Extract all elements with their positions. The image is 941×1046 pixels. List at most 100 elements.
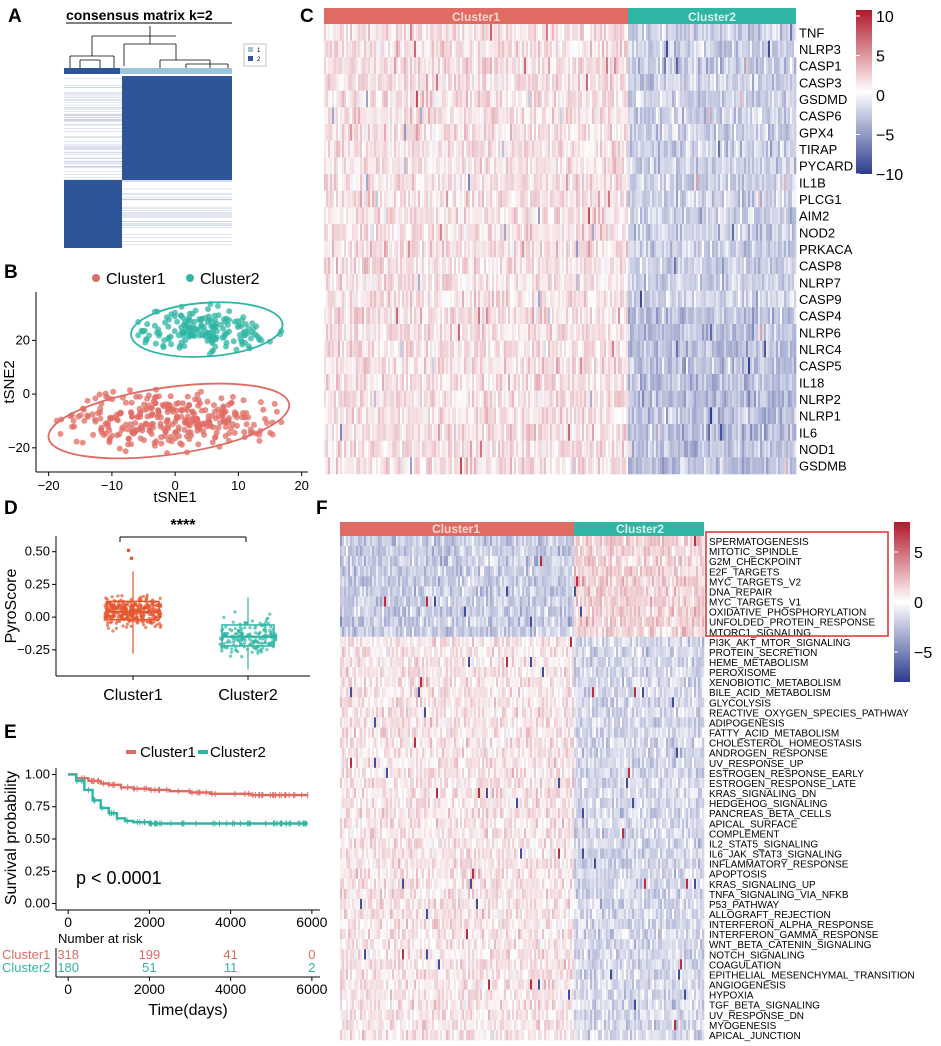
heatmap-c-cell (616, 207, 619, 225)
heatmap-c-cell (428, 224, 431, 241)
heatmap-c-cell (702, 257, 705, 275)
heatmap-c-cell (740, 290, 743, 308)
heatmap-c-cell (426, 207, 429, 225)
heatmap-c-cell (704, 224, 707, 241)
heatmap-c-cell (544, 174, 547, 191)
heatmap-c-cell (426, 107, 429, 125)
heatmap-c-cell (384, 224, 387, 241)
heatmap-c-cell (428, 74, 431, 91)
heatmap-c-cell (396, 157, 399, 175)
heatmap-c-cell (748, 157, 751, 175)
heatmap-c-cell (442, 40, 445, 58)
heatmap-c-cell (624, 290, 627, 308)
heatmap-c-cell (348, 290, 351, 308)
heatmap-c-cell (392, 140, 395, 158)
heatmap-c-cell (654, 240, 657, 258)
tsne-point-cluster2 (253, 323, 260, 330)
heatmap-c-cell (496, 190, 499, 208)
heatmap-c-cell (668, 90, 671, 108)
heatmap-c-cell (492, 74, 495, 91)
heatmap-c-cell (642, 140, 645, 158)
heatmap-c-cell (330, 190, 333, 208)
heatmap-c-cell (688, 74, 691, 91)
heatmap-c-cell (576, 90, 579, 108)
heatmap-c-cell (794, 57, 797, 75)
heatmap-c-cell (600, 307, 603, 325)
heatmap-c-cell (438, 274, 441, 291)
heatmap-c-cell (522, 307, 525, 325)
heatmap-c-cell (744, 40, 747, 58)
heatmap-c-cell (606, 107, 609, 125)
heatmap-c-cell (760, 290, 763, 308)
heatmap-c-cell (328, 224, 331, 241)
heatmap-c-cell (342, 224, 345, 241)
heatmap-c-cell (578, 274, 581, 291)
heatmap-c-cell (780, 240, 783, 258)
heatmap-c-cell (492, 24, 495, 41)
heatmap-c-cell (568, 190, 571, 208)
heatmap-c-cell (338, 240, 341, 258)
heatmap-c-cell (792, 157, 795, 175)
heatmap-c-cell (756, 74, 759, 91)
heatmap-c-cell (424, 240, 427, 258)
heatmap-c-cell (642, 90, 645, 108)
heatmap-c-cell (520, 190, 523, 208)
heatmap-c-cell (680, 257, 683, 275)
heatmap-c-cell (434, 274, 437, 291)
heatmap-c-cell (362, 324, 365, 341)
heatmap-c-cell (574, 24, 577, 41)
heatmap-c-cell (738, 307, 741, 325)
heatmap-c-cell (464, 124, 467, 141)
heatmap-c-cell (578, 207, 581, 225)
heatmap-c-cell (406, 140, 409, 158)
heatmap-c-cell (396, 274, 399, 291)
heatmap-c-cell (446, 207, 449, 225)
heatmap-c-cell (732, 257, 735, 275)
heatmap-c-cell (600, 124, 603, 141)
heatmap-c-cell (412, 224, 415, 241)
heatmap-c-cell (762, 57, 765, 75)
heatmap-c-cell (544, 307, 547, 325)
heatmap-c-cell (364, 307, 367, 325)
heatmap-c-cell (778, 57, 781, 75)
heatmap-c-cell (690, 190, 693, 208)
heatmap-c-cell (710, 190, 713, 208)
heatmap-c-cell (340, 274, 343, 291)
heatmap-c-cell (642, 307, 645, 325)
heatmap-c-cell (416, 307, 419, 325)
heatmap-c-cell (550, 90, 553, 108)
heatmap-c-cell (778, 174, 781, 191)
heatmap-c-cell (598, 90, 601, 108)
heatmap-c-cell (488, 57, 491, 75)
heatmap-c-cell (738, 24, 741, 41)
heatmap-c-cell (364, 90, 367, 108)
heatmap-c-cell (554, 57, 557, 75)
heatmap-c-cell (354, 57, 357, 75)
heatmap-c-cell (368, 207, 371, 225)
heatmap-c-cell (738, 290, 741, 308)
heatmap-c-cell (632, 74, 635, 91)
heatmap-c-cell (640, 140, 643, 158)
heatmap-c-cell (380, 174, 383, 191)
heatmap-c-cell (364, 224, 367, 241)
heatmap-c-cell (740, 174, 743, 191)
heatmap-c-cell (432, 57, 435, 75)
heatmap-c-cell (684, 190, 687, 208)
heatmap-c-cell (610, 174, 613, 191)
heatmap-c-cell (666, 190, 669, 208)
heatmap-c-cell (332, 190, 335, 208)
heatmap-c-cell (504, 157, 507, 175)
heatmap-c-cell (484, 57, 487, 75)
heatmap-c-cell (498, 174, 501, 191)
heatmap-c-cell (528, 190, 531, 208)
heatmap-c-cell (408, 57, 411, 75)
heatmap-c-cell (438, 74, 441, 91)
tsne-point-cluster2 (213, 328, 220, 334)
heatmap-c-cell (736, 224, 739, 241)
heatmap-c-cell (406, 74, 409, 91)
heatmap-c-cell (644, 207, 647, 225)
heatmap-c-cell (608, 307, 611, 325)
heatmap-c-cell (484, 190, 487, 208)
heatmap-c-cell (422, 24, 425, 41)
heatmap-c-cell (368, 124, 371, 141)
